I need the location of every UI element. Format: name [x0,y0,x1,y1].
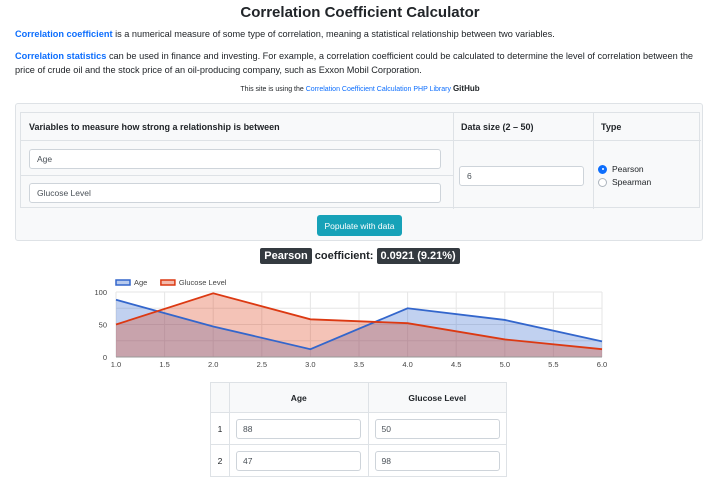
variable-1-input[interactable]: Age [29,149,441,169]
age-column-header: Age [229,382,369,413]
github-link[interactable]: GitHub [452,84,480,93]
type-header: Type [593,113,701,141]
method-badge: Pearson [260,248,312,264]
x-tick-label: 5.5 [548,360,558,369]
x-tick-label: 5.0 [500,360,510,369]
series-line-0 [115,298,603,351]
intro-text-2: can be used in finance and investing. Fo… [15,51,694,75]
x-tick-label: 3.5 [354,360,364,369]
data-size-header: Data size (2 – 50) [453,113,593,141]
row-index: 1 [210,412,230,445]
x-tick-label: 4.5 [451,360,461,369]
x-tick-label: 2.0 [208,360,218,369]
library-notice: This site is using the Correlation Coeff… [0,84,720,93]
library-link[interactable]: Correlation Coefficient Calculation PHP … [305,86,451,93]
pearson-option[interactable]: Pearson [598,164,644,174]
variables-header: Variables to measure how strong a relati… [21,113,453,141]
x-tick-label: 3.0 [305,360,315,369]
column-divider [593,113,594,209]
data-table: Age Glucose Level 1 88 50 2 47 98 [210,382,507,477]
pearson-radio[interactable] [598,164,607,174]
result-display: Pearson coefficient: 0.0921 (9.21%) [0,248,720,264]
series-area-0 [116,299,602,357]
x-tick-label: 2.5 [257,360,267,369]
legend-label-1: Glucose Level [179,278,227,287]
index-header [210,382,230,413]
legend-swatch-1 [160,279,176,286]
form-grid: Variables to measure how strong a relati… [20,112,701,209]
data-size-input[interactable]: 6 [459,166,584,186]
table-row: 2 47 98 [210,444,507,477]
x-tick-label: 6.0 [597,360,607,369]
correlation-chart: 1.0 1.5 2.0 2.5 3.0 3.5 4.0 4.5 5.0 5.5 6.0 0 50 100 A… [94,278,607,369]
glucose-value-input[interactable]: 50 [374,418,500,439]
populate-button[interactable]: Populate with data [317,215,402,236]
x-tick-label: 1.5 [159,360,169,369]
row-divider [21,175,453,176]
table-row: 1 88 50 [210,412,507,445]
x-tick-label: 1.0 [111,360,121,369]
age-value-input[interactable]: 47 [236,450,361,471]
x-tick-label: 4.0 [402,360,412,369]
series-line-1 [115,292,603,351]
spearman-option[interactable]: Spearman [598,177,651,187]
spearman-radio[interactable] [598,177,607,187]
table-header-row: Age Glucose Level [210,382,507,413]
intro-paragraph-2: Correlation statistics can be used in fi… [15,49,705,77]
coefficient-value: 0.0921 (9.21%) [376,248,460,264]
intro-text-1: is a numerical measure of some type of c… [112,29,555,39]
legend-swatch-0 [115,279,131,286]
y-tick-label: 0 [103,353,107,362]
legend-label-0: Age [134,278,147,287]
page-title: Correlation Coefficient Calculator [240,4,480,21]
intro-paragraph-1: Correlation coefficient is a numerical m… [15,27,705,41]
age-value-input[interactable]: 88 [236,418,361,439]
correlation-coefficient-link[interactable]: Correlation coefficient [15,29,113,39]
spearman-label: Spearman [612,177,652,187]
glucose-column-header: Glucose Level [367,382,507,413]
variable-2-input[interactable]: Glucose Level [29,183,441,203]
series-area-1 [116,293,602,357]
y-tick-label: 50 [99,321,107,330]
result-label: coefficient: [311,250,377,262]
glucose-value-input[interactable]: 98 [374,450,500,471]
y-tick-label: 100 [94,288,107,297]
calculator-form: Variables to measure how strong a relati… [15,103,703,241]
row-index: 2 [210,444,230,477]
pearson-label: Pearson [612,164,644,174]
column-divider [453,113,454,209]
notice-prefix: This site is using the [240,86,306,93]
correlation-statistics-link[interactable]: Correlation statistics [15,51,107,61]
